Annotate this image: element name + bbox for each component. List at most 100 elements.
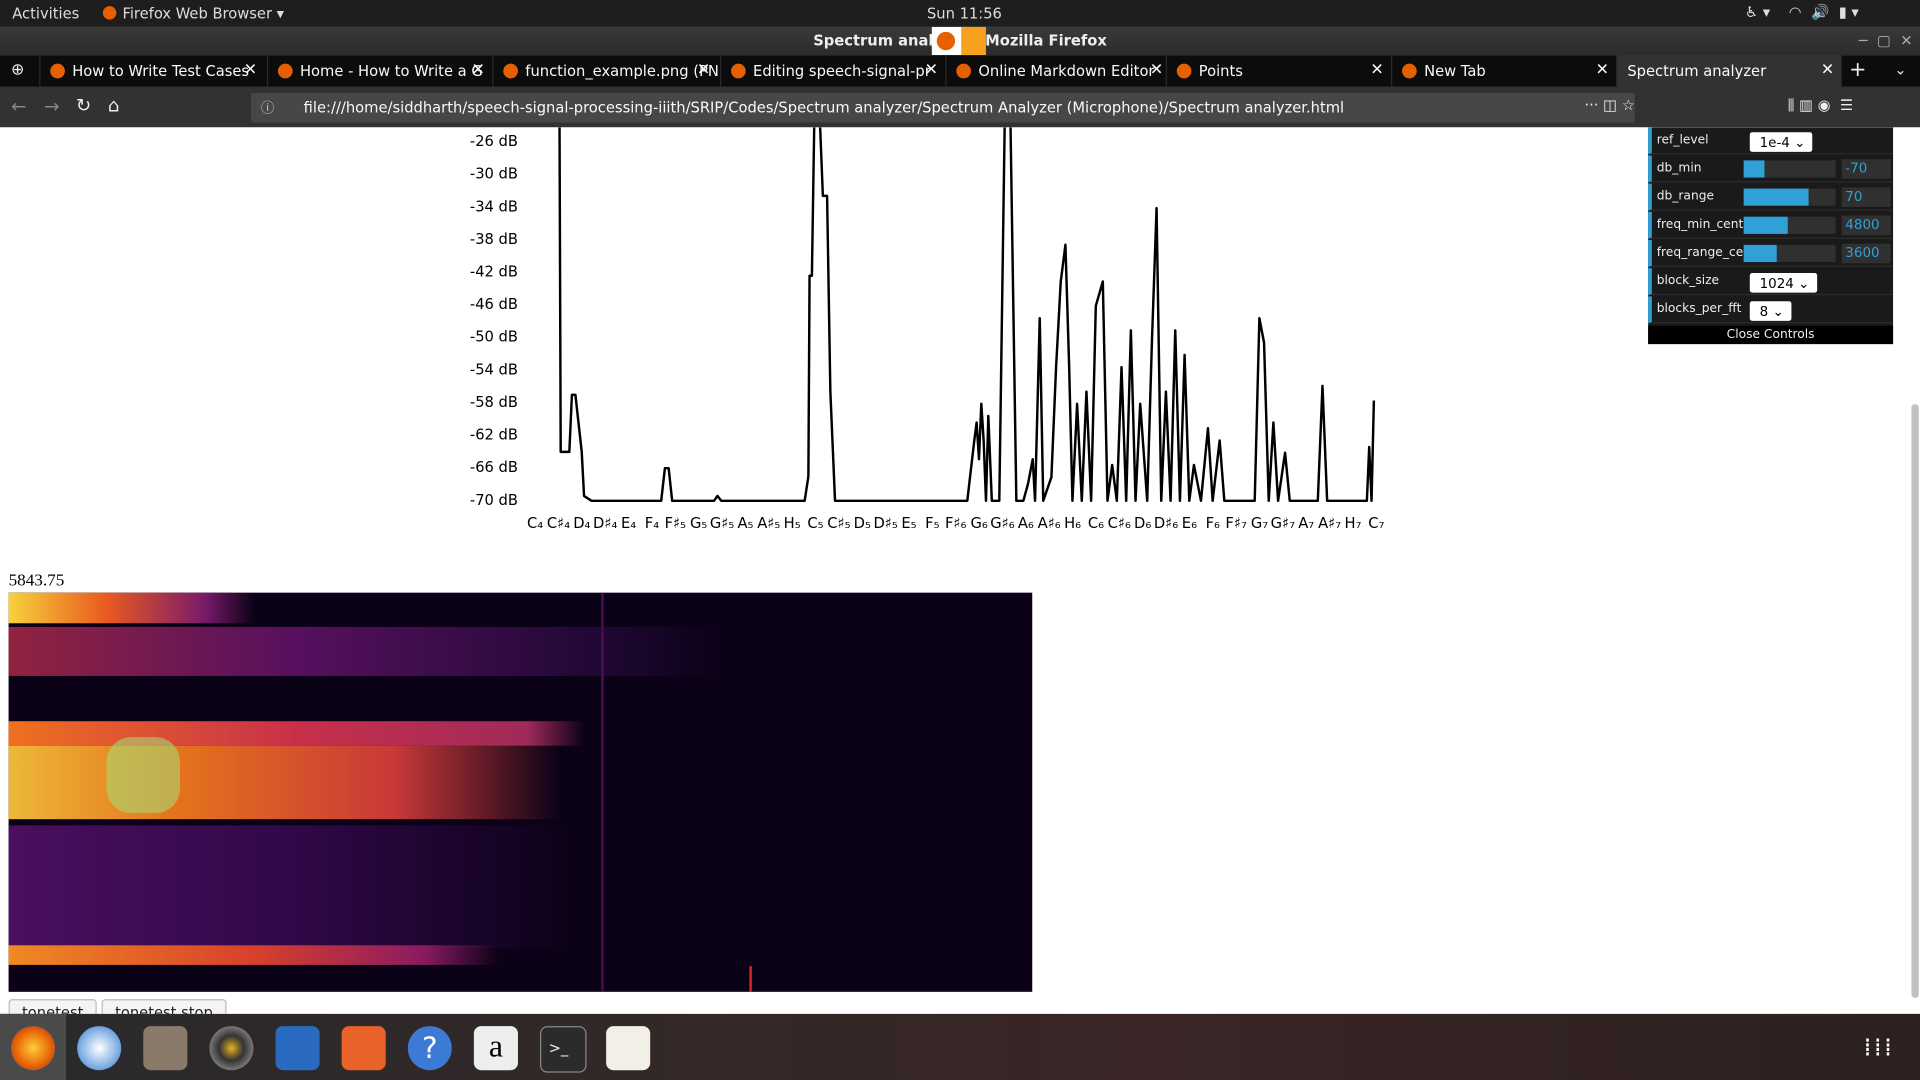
select[interactable]: 8 ⌄ bbox=[1749, 301, 1792, 321]
tab[interactable]: Online Markdown Editor ✕ bbox=[945, 55, 1170, 87]
system-indicators[interactable]: ♿ ▾ ◠ 🔊 ▮ ▾ bbox=[1744, 3, 1859, 21]
window-buttons[interactable]: ─ ▢ ✕ bbox=[1858, 31, 1913, 49]
writer[interactable] bbox=[275, 1026, 320, 1071]
tab[interactable]: Points ✕ bbox=[1165, 55, 1391, 87]
tab-icon bbox=[277, 63, 293, 79]
close-controls[interactable]: Close Controls bbox=[1648, 325, 1894, 345]
firefox[interactable] bbox=[11, 1026, 56, 1071]
clock[interactable]: Sun 11:56 bbox=[926, 4, 1002, 23]
control-row: blocks_per_fft 8 ⌄ bbox=[1648, 296, 1894, 324]
back[interactable]: ← bbox=[11, 95, 27, 118]
y-tick-label: -26 dB bbox=[470, 133, 518, 150]
number-input[interactable]: 70 bbox=[1841, 187, 1891, 207]
x-tick-label: A₅ bbox=[737, 515, 753, 532]
x-tick-label: D₄ bbox=[573, 515, 590, 532]
reload[interactable]: ↻ bbox=[75, 94, 92, 117]
x-tick-label: C♯₄ bbox=[547, 515, 570, 532]
y-tick-label: -46 dB bbox=[470, 296, 518, 313]
select[interactable]: 1024 ⌄ bbox=[1749, 273, 1817, 293]
number-input[interactable]: 3600 bbox=[1841, 243, 1891, 264]
x-tick-label: C♯₆ bbox=[1108, 515, 1131, 532]
tab-close[interactable]: ✕ bbox=[471, 61, 485, 80]
control-label: blocks_per_fft bbox=[1656, 302, 1742, 316]
toolbar-icons[interactable]: ⫼ ▥ ◉ ☰ bbox=[1787, 96, 1854, 114]
software[interactable] bbox=[341, 1026, 386, 1071]
y-tick-label: -62 dB bbox=[470, 427, 518, 444]
tab-close[interactable]: ✕ bbox=[1595, 61, 1609, 80]
x-tick-label: F₅ bbox=[925, 515, 939, 532]
tab-list[interactable]: ⊕ bbox=[11, 61, 25, 80]
x-tick-label: E₄ bbox=[621, 515, 636, 532]
x-tick-label: A₇ bbox=[1298, 515, 1314, 532]
tab-close[interactable]: ✕ bbox=[243, 61, 258, 80]
peak-frequency: 5843.75 bbox=[8, 571, 65, 591]
rhythmbox[interactable] bbox=[209, 1026, 254, 1071]
tab[interactable]: New Tab ✕ bbox=[1391, 55, 1616, 87]
forward[interactable]: → bbox=[44, 95, 60, 118]
control-label: db_range bbox=[1656, 189, 1715, 204]
control-row: db_range 70 bbox=[1648, 183, 1894, 211]
page-actions[interactable]: ··· ◫ ☆ bbox=[1584, 96, 1635, 114]
y-tick-label: -42 dB bbox=[470, 264, 518, 281]
home[interactable]: ⌂ bbox=[107, 94, 120, 117]
controls-panel: ref_level 1e-4 ⌄ db_min -70 db_range 70 fre… bbox=[1648, 127, 1894, 345]
help[interactable]: ? bbox=[407, 1026, 452, 1071]
app-menu[interactable]: Firefox Web Browser ▾ bbox=[122, 4, 285, 23]
button[interactable]: tonetest bbox=[8, 999, 97, 1014]
tab-title: Home - How to Write a G bbox=[300, 62, 483, 80]
text-editor[interactable] bbox=[606, 1026, 651, 1071]
button[interactable]: tonetest stop bbox=[101, 999, 227, 1014]
number-input[interactable]: 4800 bbox=[1841, 215, 1891, 236]
tab-icon bbox=[503, 63, 518, 79]
files[interactable] bbox=[143, 1026, 188, 1071]
tab-title: Online Markdown Editor bbox=[978, 62, 1155, 80]
tab-icon bbox=[731, 63, 746, 79]
number-input[interactable]: -70 bbox=[1841, 159, 1891, 179]
tab[interactable]: How to Write Test Cases ✕ bbox=[39, 55, 264, 87]
x-tick-label: G♯₅ bbox=[710, 515, 734, 532]
tab-overflow[interactable]: ⌄ bbox=[1894, 61, 1907, 79]
site-info[interactable]: ⓘ bbox=[260, 100, 275, 117]
tab-close[interactable]: ✕ bbox=[1370, 61, 1384, 80]
x-tick-label: E₅ bbox=[901, 515, 916, 532]
url-bar[interactable]: file:///home/siddharth/speech-signal-pro… bbox=[251, 93, 1635, 123]
x-tick-label: C₅ bbox=[807, 515, 823, 532]
select[interactable]: 1e-4 ⌄ bbox=[1749, 132, 1813, 152]
app-grid[interactable]: ⁞⁞⁞ bbox=[1863, 1032, 1895, 1062]
tab-title: Spectrum analyzer bbox=[1627, 62, 1767, 80]
activities[interactable]: Activities bbox=[12, 4, 80, 23]
control-label: freq_range_ce... bbox=[1656, 246, 1750, 260]
scrollbar[interactable] bbox=[1911, 404, 1919, 998]
tab[interactable]: Editing speech-signal-pr ✕ bbox=[720, 55, 945, 87]
x-tick-label: A₆ bbox=[1018, 515, 1034, 532]
x-tick-label: E₆ bbox=[1182, 515, 1197, 532]
tab-close[interactable]: ✕ bbox=[696, 61, 711, 80]
tab-close[interactable]: ✕ bbox=[924, 61, 938, 80]
select-value: 8 bbox=[1759, 303, 1769, 320]
y-tick-label: -38 dB bbox=[470, 231, 518, 248]
x-tick-label: D♯₆ bbox=[1154, 515, 1178, 532]
x-tick-label: G♯₇ bbox=[1271, 515, 1295, 532]
x-tick-label: D♯₅ bbox=[873, 515, 897, 532]
amazon[interactable]: a bbox=[473, 1026, 518, 1071]
tab-close[interactable]: ✕ bbox=[1820, 61, 1835, 80]
select-value: 1024 bbox=[1759, 275, 1794, 292]
tab-title: Editing speech-signal-pr bbox=[753, 62, 931, 80]
slider[interactable] bbox=[1743, 244, 1836, 263]
terminal[interactable]: >_ bbox=[540, 1026, 587, 1073]
top-bar: Activities Firefox Web Browser ▾ Sun 11:… bbox=[0, 0, 1920, 27]
slider[interactable] bbox=[1743, 216, 1836, 234]
tab[interactable]: Spectrum analyzer ✕ bbox=[1616, 55, 1842, 87]
tab-bar: ⊕ + ⌄ How to Write Test Cases ✕ Home - How… bbox=[0, 55, 1920, 87]
spectrum-line bbox=[558, 127, 1376, 503]
thunderbird[interactable] bbox=[77, 1026, 122, 1071]
tab-title: Points bbox=[1198, 62, 1243, 80]
tab-close[interactable]: ✕ bbox=[1149, 61, 1164, 80]
x-tick-label: D♯₄ bbox=[593, 515, 617, 532]
tab[interactable]: function_example.png (PNG ✕ bbox=[492, 55, 718, 87]
new-tab[interactable]: + bbox=[1848, 57, 1867, 83]
slider[interactable] bbox=[1743, 188, 1836, 206]
slider[interactable] bbox=[1743, 160, 1836, 178]
tab[interactable]: Home - How to Write a G ✕ bbox=[266, 55, 492, 87]
